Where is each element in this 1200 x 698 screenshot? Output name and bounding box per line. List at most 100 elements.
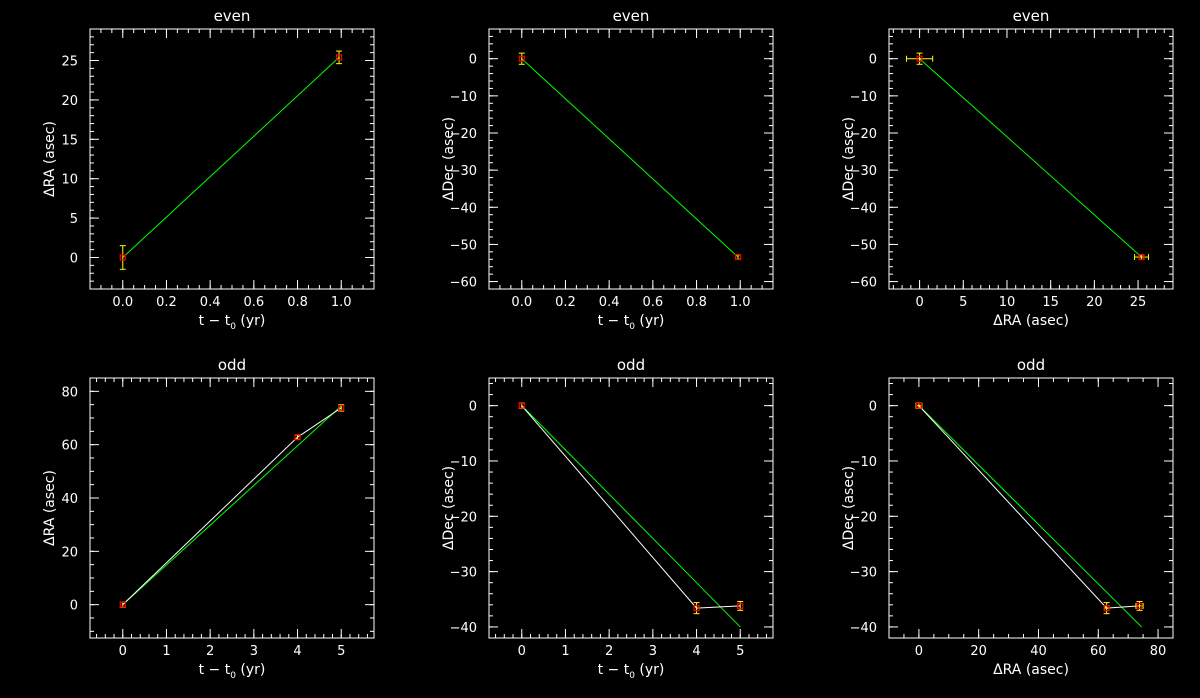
x-tick-label: 3	[250, 644, 258, 659]
data-point	[338, 404, 345, 412]
data-marker	[693, 605, 700, 612]
data-point	[1103, 602, 1110, 615]
data-marker	[916, 55, 923, 62]
y-tick-label: 5	[70, 212, 78, 227]
x-tick-label: 10	[999, 295, 1016, 310]
data-marker	[1136, 602, 1143, 610]
x-tick-label: 1	[561, 644, 569, 659]
x-axis-label-unit: (yr)	[236, 662, 265, 678]
y-tick-label: −40	[450, 621, 477, 636]
plot-frame	[488, 377, 774, 639]
y-tick-label: −40	[450, 201, 477, 216]
x-tick-label: 0	[915, 644, 923, 659]
x-tick-label: 3	[649, 644, 657, 659]
x-tick-label: 0.0	[112, 295, 133, 310]
panel-2: even 0.0 0.2 0.4 0.6 0.8 1.0 0 −10 −20 −30 −40 −50 −6…	[441, 7, 774, 332]
x-tick-label: 2	[206, 644, 214, 659]
x-axis-label: t − t0 (yr)	[199, 662, 266, 681]
y-tick-label: −30	[850, 164, 877, 179]
y-axis-label: ΔDec (asec)	[841, 466, 857, 550]
x-tick-label: 0	[518, 644, 526, 659]
y-tick-label: 40	[61, 492, 78, 507]
x-axis-label-unit: (yr)	[635, 313, 664, 329]
x-axis-label: t − t0 (yr)	[199, 313, 266, 332]
y-tick-label: −60	[450, 276, 477, 291]
y-tick-label: 0	[869, 53, 877, 68]
x-axis-label: t − t0 (yr)	[598, 662, 665, 681]
plot-title: even	[214, 7, 251, 25]
x-axis-label-subscript: 0	[230, 671, 236, 681]
x-axis-label: ΔRA (asec)	[993, 313, 1069, 329]
plot-frame	[89, 28, 375, 290]
y-tick-label: −30	[850, 566, 877, 581]
data-marker	[335, 54, 343, 61]
x-axis-label-main: t − t	[598, 313, 630, 329]
x-tick-label: 20	[970, 644, 987, 659]
data-marker	[518, 402, 525, 409]
x-tick-label: 1	[162, 644, 170, 659]
y-tick-label: 20	[61, 545, 78, 560]
x-tick-label: 0.6	[244, 295, 265, 310]
x-tick-label: 40	[1030, 644, 1047, 659]
data-point	[905, 52, 934, 65]
data-line	[521, 405, 741, 609]
data-line	[918, 405, 1140, 609]
data-point	[518, 52, 525, 65]
x-tick-label: 2	[605, 644, 613, 659]
x-axis-label-main: t − t	[199, 313, 231, 329]
x-tick-label: 0.4	[599, 295, 620, 310]
fit-line	[521, 58, 739, 258]
y-tick-label: 0	[869, 400, 877, 415]
fit-line	[918, 405, 1142, 628]
plot-title: even	[1013, 7, 1050, 25]
data-point	[518, 402, 525, 409]
data-point	[119, 245, 126, 270]
y-tick-label: −20	[850, 127, 877, 142]
plot-title: even	[613, 7, 650, 25]
data-marker	[518, 55, 525, 62]
x-tick-label: 5	[337, 644, 345, 659]
x-axis-label: t − t0 (yr)	[598, 313, 665, 332]
y-tick-label: 10	[61, 173, 78, 188]
x-axis-label-main: t − t	[598, 662, 630, 678]
data-marker	[1103, 605, 1110, 612]
x-axis-label-main: ΔRA (asec)	[993, 313, 1069, 329]
panel-3: even 0 5 10 15 20 25 0 −10 −20 −30 −40 −50 −60 ΔRA (as…	[841, 7, 1174, 329]
y-tick-label: −10	[450, 455, 477, 470]
x-tick-label: 0	[915, 295, 923, 310]
plot-frame	[89, 377, 375, 639]
x-tick-label: 25	[1130, 295, 1147, 310]
data-marker	[119, 601, 126, 608]
x-axis-label-subscript: 0	[629, 671, 635, 681]
y-tick-label: 0	[469, 53, 477, 68]
x-tick-label: 5	[736, 644, 744, 659]
y-tick-label: 0	[70, 251, 78, 266]
y-tick-label: −60	[850, 276, 877, 291]
x-tick-label: 0.8	[287, 295, 308, 310]
x-tick-label: 0.4	[200, 295, 221, 310]
x-tick-label: 0.0	[511, 295, 532, 310]
y-tick-label: 20	[61, 94, 78, 109]
panel-6: odd 0 20 40 60 80 0 −10 −20 −30 −40 ΔRA (asec) ΔDec …	[841, 356, 1174, 678]
data-point	[915, 402, 923, 409]
x-axis-label-unit: (yr)	[236, 313, 265, 329]
data-marker	[294, 434, 301, 441]
x-tick-label: 5	[959, 295, 967, 310]
y-tick-label: −40	[850, 621, 877, 636]
x-axis-label-main: t − t	[199, 662, 231, 678]
data-point	[734, 253, 742, 261]
y-tick-label: −10	[850, 455, 877, 470]
data-marker	[915, 402, 922, 409]
fit-line	[122, 56, 340, 258]
plot-title: odd	[617, 356, 645, 374]
x-tick-label: 4	[692, 644, 700, 659]
x-axis-label-subscript: 0	[629, 322, 635, 332]
x-tick-label: 15	[1042, 295, 1059, 310]
fit-line	[919, 58, 1142, 258]
y-tick-label: −50	[850, 238, 877, 253]
y-tick-label: 15	[61, 133, 78, 148]
y-tick-label: 25	[61, 55, 78, 70]
